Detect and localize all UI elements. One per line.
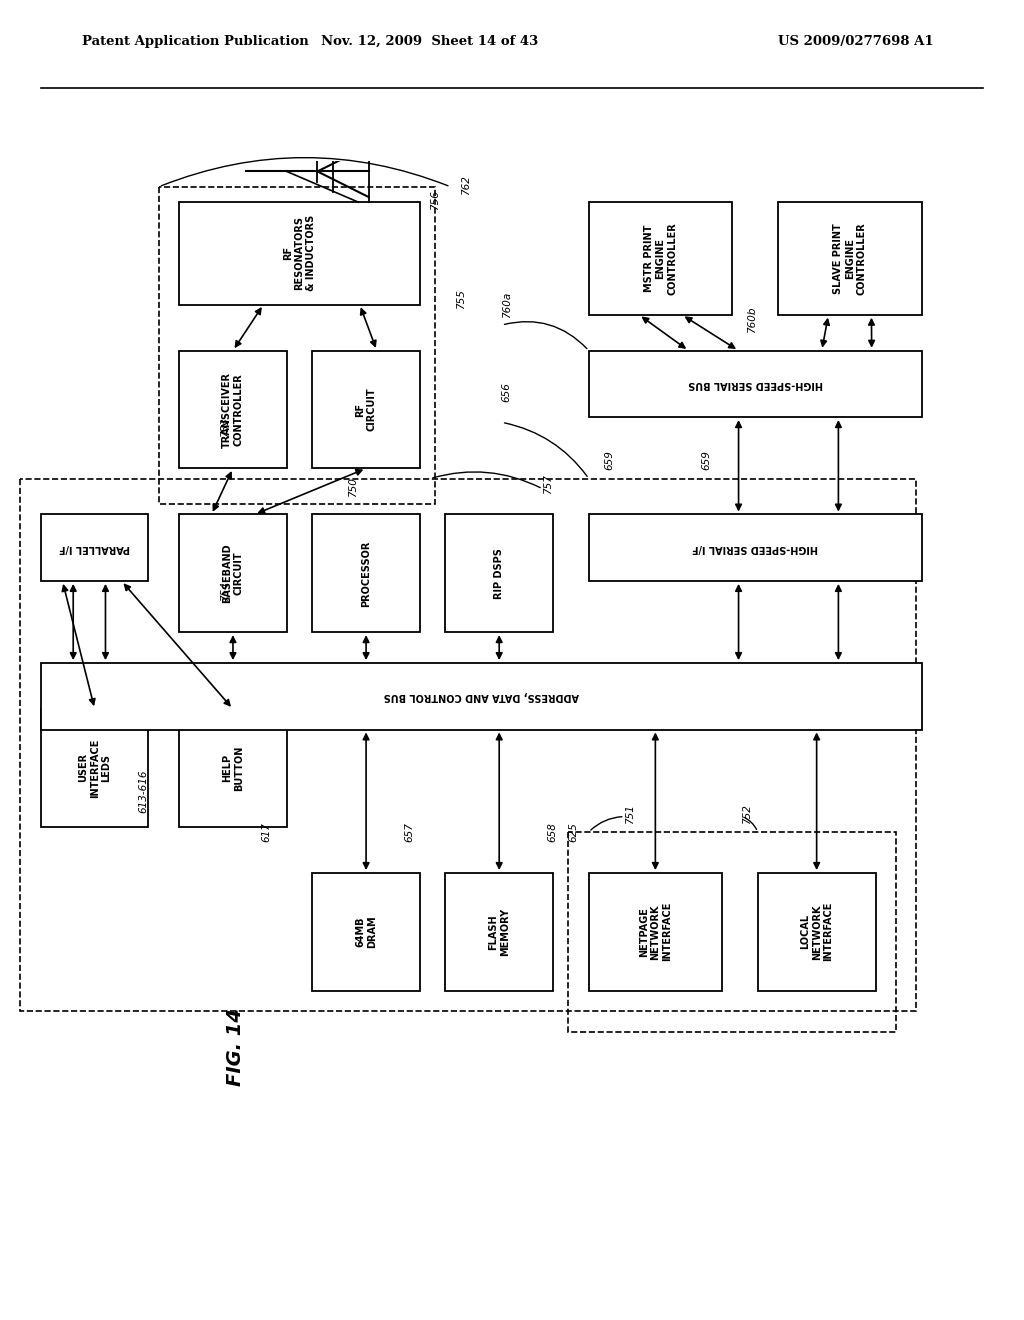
Text: 64MB
DRAM: 64MB DRAM xyxy=(355,916,377,948)
Bar xyxy=(589,202,732,314)
Text: HIGH-SPEED SERIAL I/F: HIGH-SPEED SERIAL I/F xyxy=(692,543,818,553)
Text: 659: 659 xyxy=(701,450,712,470)
Text: HELP
BUTTON: HELP BUTTON xyxy=(222,746,244,791)
Text: SLAVE PRINT
ENGINE
CONTROLLER: SLAVE PRINT ENGINE CONTROLLER xyxy=(834,222,866,294)
Bar xyxy=(589,515,922,581)
Bar xyxy=(758,873,876,990)
Text: 659: 659 xyxy=(604,450,614,470)
Text: 753: 753 xyxy=(220,417,230,437)
Text: PARALLEL I/F: PARALLEL I/F xyxy=(59,543,130,553)
Text: 762: 762 xyxy=(461,174,471,194)
Text: 754: 754 xyxy=(220,581,230,601)
Text: Patent Application Publication: Patent Application Publication xyxy=(82,36,308,48)
Bar xyxy=(312,515,420,632)
Text: RF
CIRCUIT: RF CIRCUIT xyxy=(355,388,377,432)
Bar xyxy=(445,515,553,632)
Text: 657: 657 xyxy=(404,822,415,842)
Bar xyxy=(589,873,722,990)
Bar xyxy=(159,187,435,504)
Bar xyxy=(312,873,420,990)
Text: PROCESSOR: PROCESSOR xyxy=(361,540,371,607)
Text: 756: 756 xyxy=(430,190,440,210)
Bar xyxy=(179,709,287,826)
Text: LOCAL
NETWORK
INTERFACE: LOCAL NETWORK INTERFACE xyxy=(800,902,834,961)
Bar xyxy=(568,832,896,1032)
Text: 755: 755 xyxy=(456,289,466,309)
Text: 625: 625 xyxy=(568,822,579,842)
Text: TRANSCEIVER
CONTROLLER: TRANSCEIVER CONTROLLER xyxy=(222,371,244,447)
Text: RIP DSPS: RIP DSPS xyxy=(495,548,504,599)
Bar xyxy=(179,515,287,632)
Text: 750: 750 xyxy=(348,477,358,496)
Text: ADDRESS, DATA AND CONTROL BUS: ADDRESS, DATA AND CONTROL BUS xyxy=(384,692,579,701)
Text: FIG. 14: FIG. 14 xyxy=(226,1008,245,1086)
Text: BASEBAND
CIRCUIT: BASEBAND CIRCUIT xyxy=(222,544,244,603)
Bar xyxy=(589,351,922,417)
Text: MSTR PRINT
ENGINE
CONTROLLER: MSTR PRINT ENGINE CONTROLLER xyxy=(644,222,677,294)
Text: 658: 658 xyxy=(548,822,558,842)
Text: Nov. 12, 2009  Sheet 14 of 43: Nov. 12, 2009 Sheet 14 of 43 xyxy=(322,36,539,48)
Text: NETPAGE
NETWORK
INTERFACE: NETPAGE NETWORK INTERFACE xyxy=(639,902,672,961)
Text: USER
INTERFACE
LEDS: USER INTERFACE LEDS xyxy=(78,738,112,797)
Text: FLASH
MEMORY: FLASH MEMORY xyxy=(488,908,510,956)
Bar xyxy=(179,351,287,469)
Text: US 2009/0277698 A1: US 2009/0277698 A1 xyxy=(778,36,934,48)
Text: 656: 656 xyxy=(502,381,512,401)
Text: 757: 757 xyxy=(543,474,553,494)
Text: 760a: 760a xyxy=(502,292,512,318)
Text: 760b: 760b xyxy=(748,306,758,333)
Bar xyxy=(20,479,916,1011)
Bar xyxy=(41,709,148,826)
Text: RF
RESONATORS
& INDUCTORS: RF RESONATORS & INDUCTORS xyxy=(283,215,316,292)
Bar xyxy=(41,663,922,730)
Text: 751: 751 xyxy=(625,805,635,825)
Bar xyxy=(41,515,148,581)
Bar xyxy=(179,202,420,305)
Text: 613-616: 613-616 xyxy=(138,770,148,813)
Bar xyxy=(445,873,553,990)
Bar xyxy=(312,351,420,469)
Text: HIGH-SPEED SERIAL BUS: HIGH-SPEED SERIAL BUS xyxy=(688,379,822,389)
Text: 617: 617 xyxy=(261,822,271,842)
Bar xyxy=(778,202,922,314)
Text: 752: 752 xyxy=(742,805,753,825)
